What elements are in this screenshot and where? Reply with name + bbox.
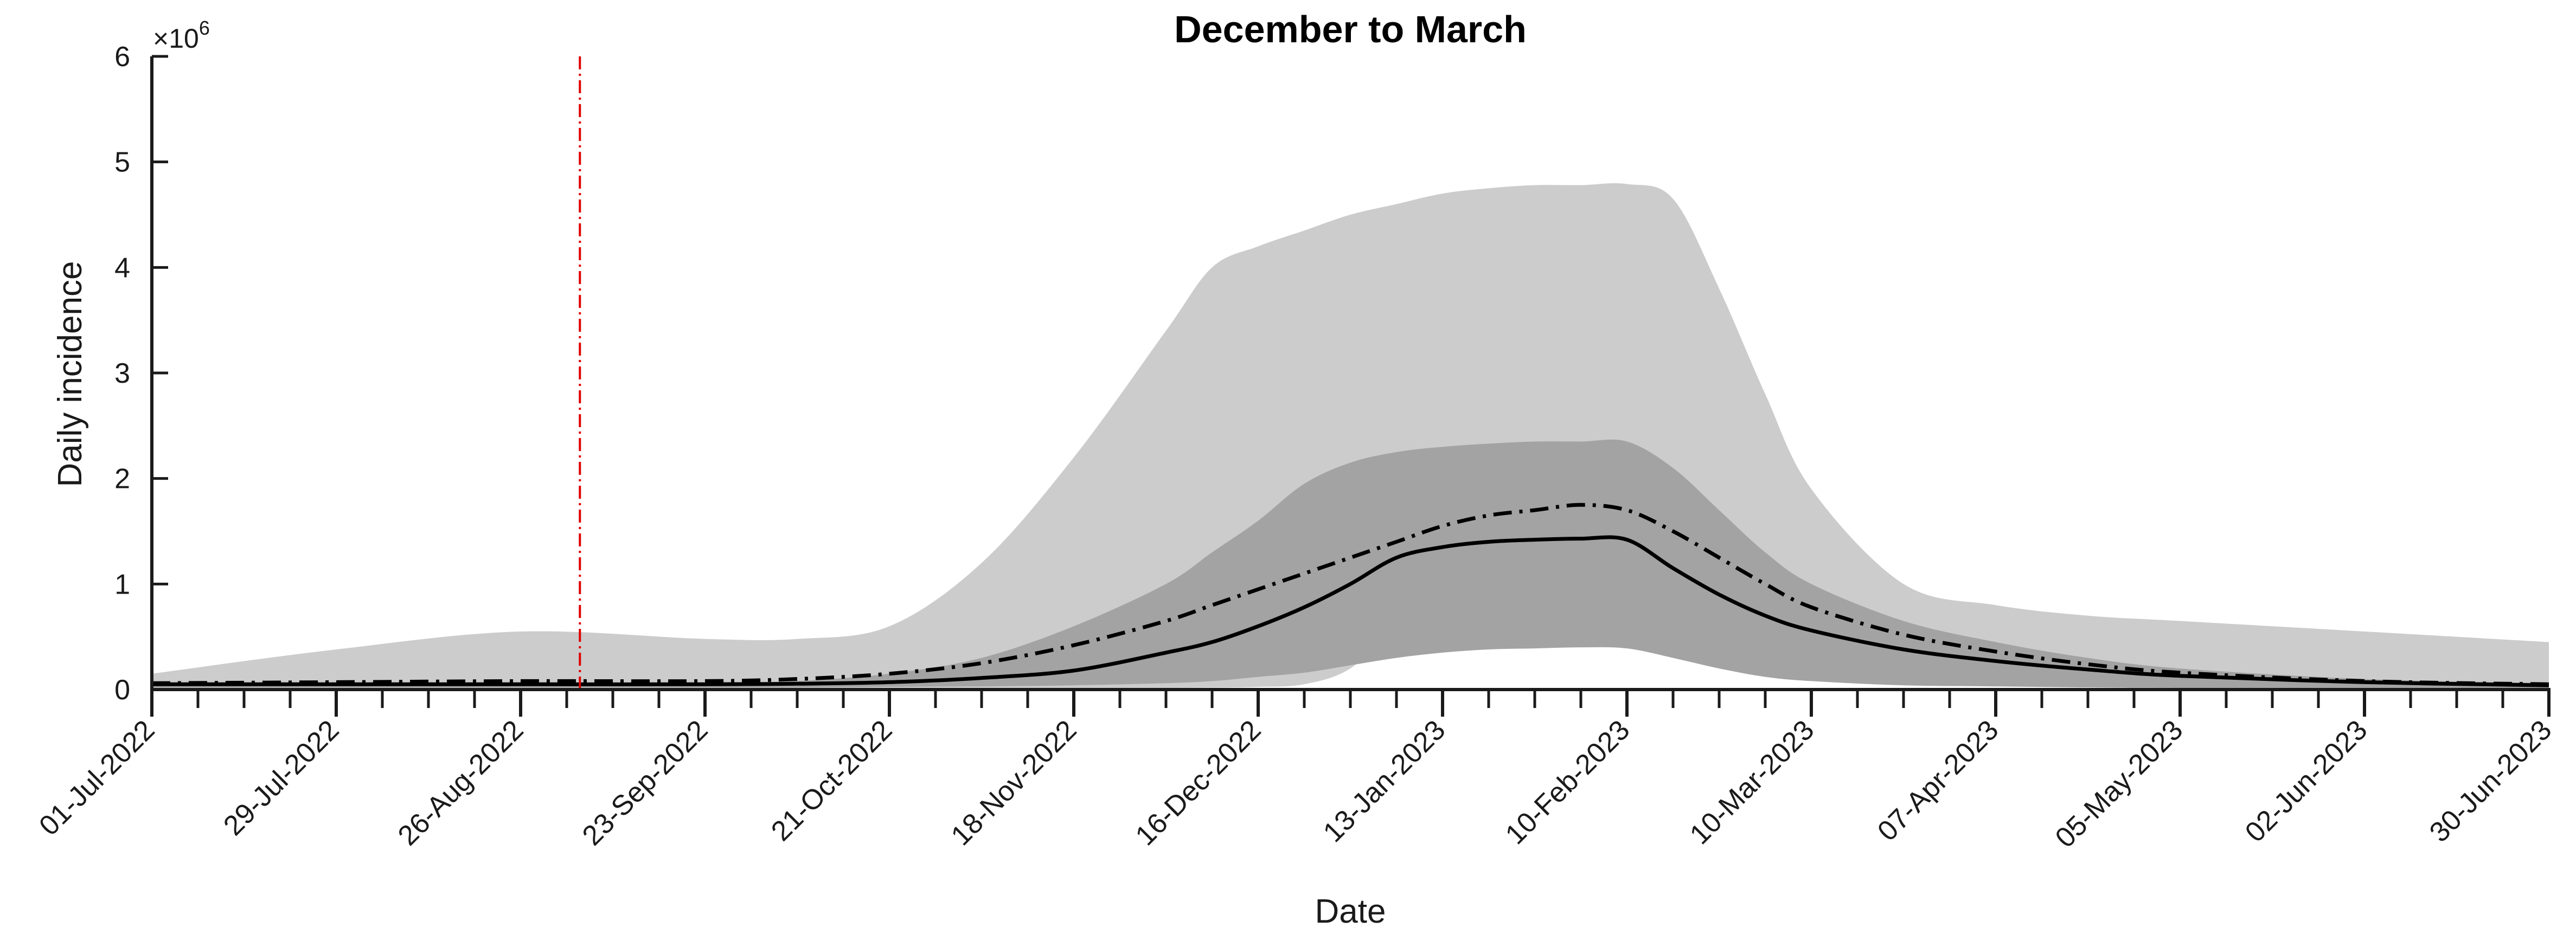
x-tick-label: 26-Aug-2022 — [392, 714, 530, 852]
x-axis-title: Date — [1315, 893, 1386, 930]
confidence-band-1 — [152, 439, 2549, 689]
chart-title: December to March — [1174, 8, 1527, 50]
y-axis-multiplier: ×106 — [153, 17, 210, 54]
x-tick-label: 01-Jul-2022 — [33, 714, 161, 841]
y-tick-label: 5 — [114, 147, 130, 178]
x-tick-label: 13-Jan-2023 — [1317, 714, 1451, 848]
x-tick-label: 02-Jun-2023 — [2239, 714, 2373, 848]
x-tick-label: 30-Jun-2023 — [2424, 714, 2558, 848]
x-tick-label: 10-Feb-2023 — [1500, 714, 1636, 851]
x-tick-label: 16-Dec-2022 — [1130, 714, 1267, 852]
x-tick-label: 07-Apr-2023 — [1872, 714, 2004, 847]
x-tick-label: 10-Mar-2023 — [1684, 714, 1821, 851]
confidence-band-0 — [152, 183, 2549, 690]
y-tick-label: 2 — [114, 463, 130, 495]
y-tick-label: 3 — [114, 358, 130, 389]
y-axis-multiplier-base: ×10 — [153, 23, 199, 54]
plot-area — [151, 56, 2549, 690]
y-axis-title: Daily incidence — [52, 261, 89, 487]
y-tick-label: 1 — [114, 569, 130, 600]
x-tick-label: 18-Nov-2022 — [945, 714, 1083, 852]
y-tick-label: 6 — [114, 41, 130, 73]
x-tick-label: 29-Jul-2022 — [217, 714, 345, 841]
x-tick-label: 21-Oct-2022 — [765, 714, 898, 847]
series-line-solid — [152, 535, 2549, 687]
series-line-dashdot — [151, 503, 2549, 686]
y-axis-multiplier-exponent: 6 — [199, 17, 210, 39]
x-tick-label: 05-May-2023 — [2049, 714, 2189, 854]
x-tick-label: 23-Sep-2022 — [576, 714, 714, 852]
y-tick-label: 4 — [114, 252, 130, 284]
y-tick-label: 0 — [114, 674, 130, 706]
